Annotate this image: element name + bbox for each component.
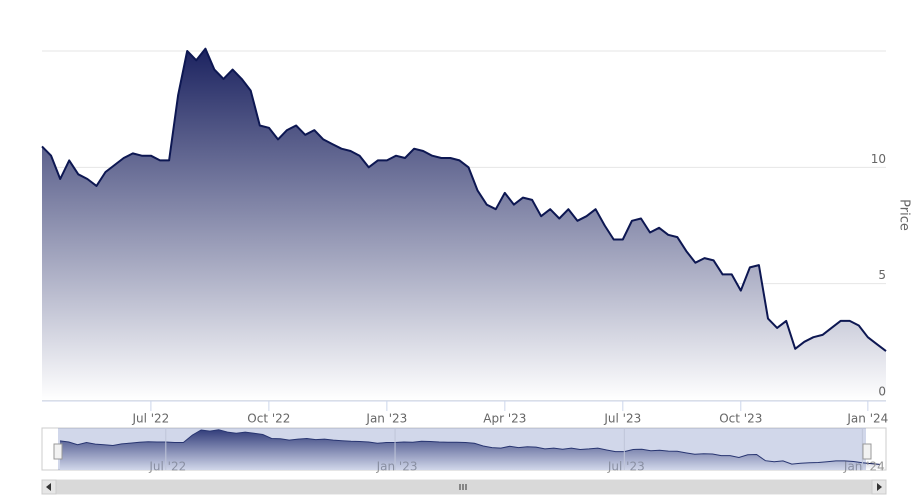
navigator-label: Jul '22 — [148, 460, 186, 474]
y-axis-title: Price — [897, 199, 912, 231]
navigator-label: Jan '24 — [843, 460, 885, 474]
scrollbar-thumb[interactable] — [56, 480, 872, 494]
x-tick-label: Jul '23 — [603, 412, 641, 426]
scroll-grip — [459, 484, 467, 490]
price-line — [41, 47, 887, 352]
x-tick-label: Oct '22 — [247, 412, 290, 426]
y-tick-label: 0 — [878, 385, 886, 399]
navigator-label: Jul '23 — [607, 460, 645, 474]
x-tick-label: Jul '22 — [131, 412, 169, 426]
y-tick-label: 5 — [878, 268, 886, 282]
navigator-area — [60, 429, 880, 470]
x-tick-label: Jan '24 — [846, 412, 888, 426]
navigator-line — [59, 429, 881, 465]
navigator-mask — [58, 428, 866, 470]
x-tick-label: Jan '23 — [365, 412, 407, 426]
area-fill — [42, 48, 886, 400]
navigator-handle[interactable] — [53, 443, 63, 460]
navigator-handle[interactable] — [862, 443, 872, 460]
navigator-series: Jul '22 Jan '23 Jul '23 Jan '24 — [59, 428, 885, 474]
arrow — [877, 483, 882, 491]
y-tick-label: 10 — [871, 152, 886, 166]
arrow — [46, 483, 51, 491]
navigator-label: Jan '23 — [376, 460, 418, 474]
x-tick-label: Oct '23 — [719, 412, 762, 426]
x-tick-label: Apr '23 — [483, 412, 526, 426]
